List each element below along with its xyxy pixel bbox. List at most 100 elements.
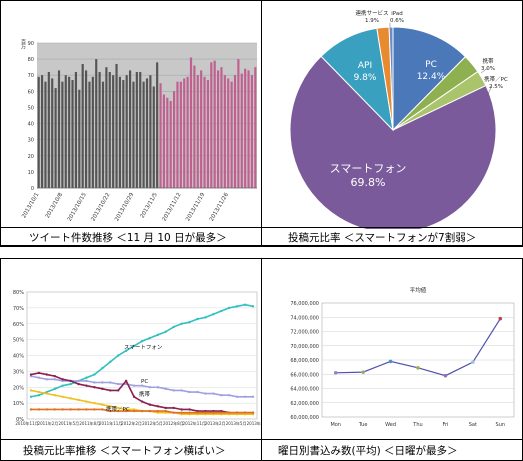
- y-tick-label: 76,000,000: [290, 301, 319, 307]
- bar: [240, 73, 243, 188]
- data-point: [180, 322, 183, 325]
- bar: [176, 81, 179, 188]
- panel-tweet-count: 0 10 20 30 40 50 60 70 80 90 百万 2013/10/1 2013/10/8 2…: [0, 0, 262, 247]
- data-point: [243, 411, 247, 414]
- data-point: [148, 403, 152, 406]
- x-tick-label: Fri: [442, 422, 448, 428]
- data-point: [333, 371, 338, 375]
- data-point: [109, 405, 112, 408]
- data-point: [172, 406, 175, 410]
- series-annotation: 携帯／PC: [106, 405, 130, 413]
- x-tick-label: 2013/10/15: [67, 192, 88, 223]
- data-point: [85, 376, 88, 379]
- bar: [250, 75, 254, 188]
- data-point: [235, 395, 239, 398]
- data-point: [85, 379, 88, 383]
- bar: [169, 101, 172, 188]
- pie-label: API: [358, 61, 372, 71]
- data-point: [117, 354, 120, 357]
- data-point: [109, 389, 112, 392]
- pie-label: 携帯／PC: [484, 75, 508, 83]
- bar: [88, 81, 91, 188]
- bar: [105, 67, 108, 188]
- data-point: [156, 386, 160, 389]
- data-point: [93, 408, 96, 411]
- panel-source-pie: PC 12.4% 携帯 3.0% 携帯／PC 2.5% スマートフォン 69.8% API 9.8…: [261, 0, 523, 247]
- data-point: [196, 390, 199, 394]
- bar: [81, 63, 84, 188]
- data-point: [93, 373, 96, 376]
- bar: [186, 76, 189, 188]
- data-point: [124, 409, 128, 413]
- series-annotation: スマートフォン: [124, 344, 163, 351]
- data-point: [132, 344, 136, 348]
- x-tick-label: 2011年11月: [99, 420, 122, 426]
- data-point: [101, 403, 104, 406]
- x-tick-label: Wed: [385, 422, 396, 428]
- bar: [91, 76, 94, 188]
- data-point: [220, 411, 223, 414]
- data-point: [172, 411, 175, 414]
- bar: [247, 70, 250, 188]
- bar: [220, 67, 223, 188]
- leader-line: [486, 85, 493, 97]
- data-point: [156, 405, 160, 408]
- y-tick-label: 20%: [13, 385, 24, 391]
- data-point: [196, 317, 199, 321]
- data-point: [61, 408, 64, 411]
- x-tick-label: 2013/10/1: [21, 192, 40, 219]
- data-point: [101, 381, 104, 384]
- x-tick-label: 2013/11/19: [185, 192, 206, 223]
- data-point: [45, 378, 49, 381]
- bar: [193, 65, 196, 188]
- data-point: [61, 395, 64, 398]
- y-tick-label: 50%: [13, 338, 24, 344]
- caption-cell-4: 曜日別書込み数(平均) ＜日曜が最多＞: [261, 439, 523, 461]
- x-tick-label: 2013/11/26: [209, 192, 230, 223]
- bar: [101, 81, 105, 188]
- y-tick-label: 90: [28, 41, 34, 47]
- x-tick-label: 2013年7月: [247, 420, 261, 426]
- pie-label: PC: [425, 60, 437, 70]
- data-point: [204, 316, 207, 319]
- pie-label: スマートフォン: [330, 162, 407, 175]
- data-point: [53, 387, 56, 391]
- y-tick-label: 60,000,000: [290, 415, 319, 421]
- x-tick-label: 2012年11月: [183, 420, 206, 426]
- data-point: [164, 330, 167, 333]
- bar: [156, 62, 159, 189]
- data-point: [124, 349, 128, 352]
- bar: [125, 75, 128, 188]
- bar: [61, 81, 64, 188]
- bar: [179, 81, 182, 188]
- data-point: [212, 392, 215, 395]
- bar: [145, 78, 149, 188]
- bar: [213, 60, 216, 188]
- y-tick-label: 40%: [13, 354, 24, 360]
- y-tick-label: 80%: [13, 290, 24, 296]
- bar: [71, 80, 74, 188]
- y-tick-label: 62,000,000: [290, 401, 319, 407]
- data-point: [148, 386, 152, 389]
- data-point: [443, 373, 448, 378]
- bar: [230, 81, 233, 188]
- x-tick-label: 2013/10/22: [90, 192, 111, 222]
- data-point: [416, 366, 420, 370]
- x-tick-label: 2012年2月: [121, 420, 142, 426]
- data-point: [204, 392, 207, 395]
- data-point: [228, 411, 231, 414]
- data-point: [37, 376, 41, 379]
- data-point: [498, 316, 503, 321]
- source-trend-line-chart: 0% 10% 20% 30% 40% 50% 60% 70% 80% スマートフォン PC 携帯携帯／…: [13, 290, 267, 426]
- x-tick-label: Sun: [496, 422, 506, 428]
- data-point: [85, 400, 88, 403]
- data-point: [172, 389, 175, 392]
- x-tick-label: 2011年2月: [38, 420, 59, 426]
- bar: [108, 72, 111, 188]
- bar: [200, 70, 203, 188]
- y-tick-label: 70%: [13, 306, 24, 312]
- y-tick-label: 30%: [13, 369, 24, 375]
- data-point: [243, 395, 247, 398]
